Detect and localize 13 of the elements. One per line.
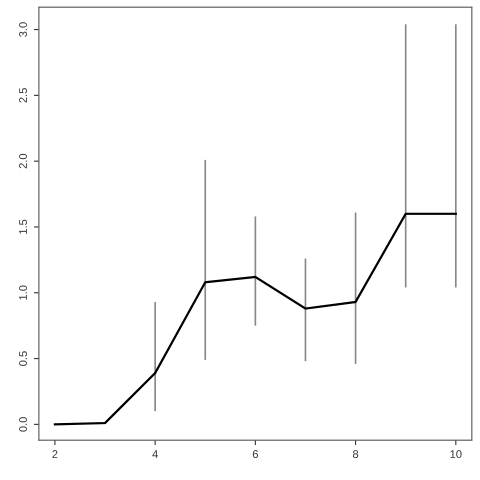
x-tick-label: 6 [252, 450, 258, 458]
x-tick-label: 8 [352, 450, 358, 458]
y-tick-label: 1.5 [19, 220, 27, 234]
y-tick-label: 1.0 [19, 285, 27, 300]
y-tick-label: 0.0 [19, 417, 27, 432]
y-tick-label: 0.5 [19, 351, 27, 366]
y-tick-label: 2.5 [19, 88, 27, 103]
y-tick-label: 2.0 [19, 154, 27, 168]
line-series [54, 212, 457, 426]
x-tick-label: 4 [152, 450, 158, 458]
y-tick-label: 3.0 [19, 22, 27, 37]
x-tick-label: 10 [450, 450, 462, 458]
x-tick-label: 2 [52, 450, 58, 458]
